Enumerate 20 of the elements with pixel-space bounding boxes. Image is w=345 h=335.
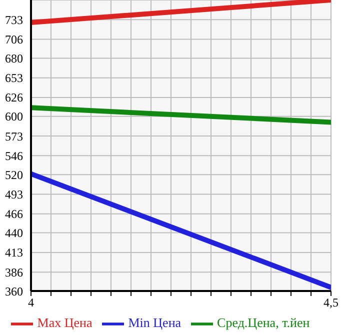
legend-label: Сред.Цена, т.йен <box>217 314 310 330</box>
y-tick-label: 520 <box>5 168 23 182</box>
x-tick-label: 4 <box>28 296 34 310</box>
legend-label: Min Цена <box>128 314 182 330</box>
y-tick-label: 413 <box>5 246 23 260</box>
y-tick-label: 626 <box>5 90 23 105</box>
y-tick-label: 440 <box>5 226 23 240</box>
y-tick-label: 733 <box>5 12 23 27</box>
y-tick-label: 600 <box>5 110 23 124</box>
y-tick-label: 466 <box>5 207 23 222</box>
y-tick-label: 706 <box>5 32 23 47</box>
y-tick-label: 493 <box>5 188 23 202</box>
y-tick-label: 386 <box>5 265 23 280</box>
legend-label: Max Цена <box>37 314 92 330</box>
y-tick-label: 546 <box>5 148 23 163</box>
y-tick-label: 653 <box>5 71 23 86</box>
y-tick-label: 573 <box>5 129 23 144</box>
y-tick-label: 680 <box>5 51 23 66</box>
x-tick-label: 4,5 <box>324 296 338 310</box>
y-tick-label: 360 <box>5 284 23 298</box>
